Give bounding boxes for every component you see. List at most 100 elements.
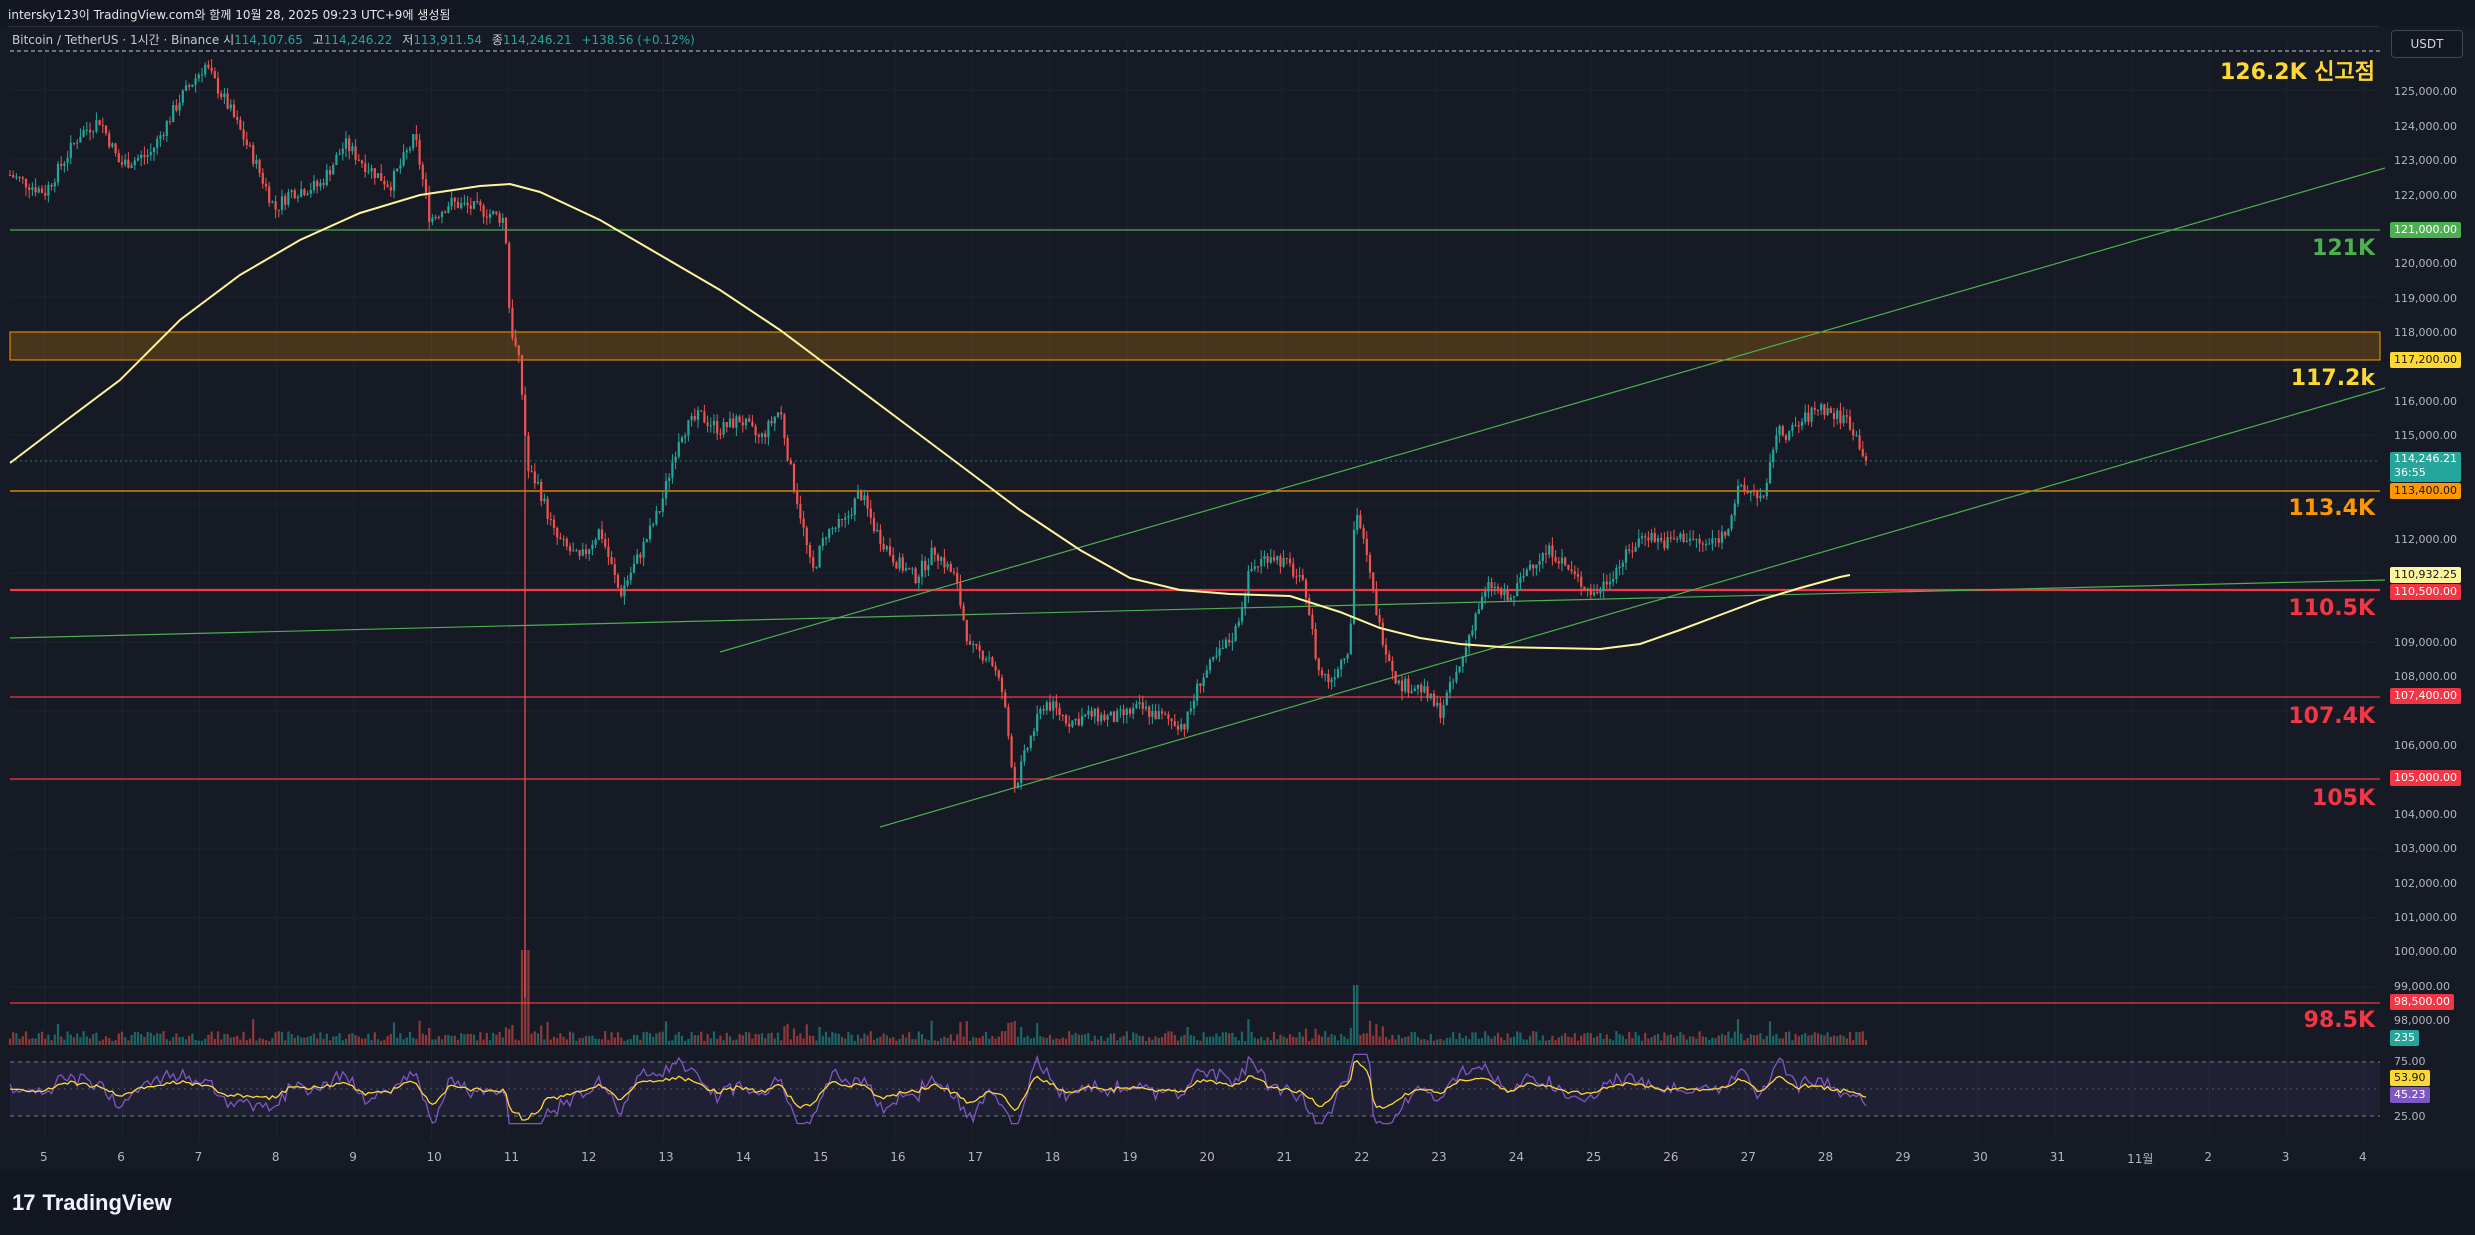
volume-bar bbox=[498, 1031, 501, 1045]
volume-bar bbox=[492, 1032, 495, 1045]
volume-bar bbox=[1788, 1031, 1791, 1045]
time-tick: 2 bbox=[2204, 1150, 2213, 1164]
volume-bar bbox=[712, 1031, 716, 1045]
candle-body bbox=[18, 176, 21, 178]
candle-body bbox=[53, 182, 56, 187]
candle-body bbox=[482, 205, 485, 217]
time-tick: 10 bbox=[426, 1150, 442, 1164]
volume-bar bbox=[892, 1037, 895, 1045]
volume-bar bbox=[968, 1040, 972, 1045]
candle-body bbox=[1464, 647, 1468, 657]
volume-bar bbox=[1007, 1022, 1010, 1045]
volume-bar bbox=[95, 1032, 98, 1045]
candle-body bbox=[1068, 723, 1071, 727]
volume-bar bbox=[911, 1039, 914, 1045]
candle-body bbox=[40, 188, 44, 193]
volume-bar bbox=[309, 1035, 312, 1045]
candle-body bbox=[1672, 538, 1676, 540]
volume-bar bbox=[1768, 1021, 1772, 1045]
volume-bar bbox=[328, 1040, 332, 1045]
volume-bar bbox=[927, 1039, 930, 1045]
candle-body bbox=[1557, 561, 1560, 564]
currency-button[interactable]: USDT bbox=[2391, 30, 2463, 58]
volume-bar bbox=[626, 1039, 629, 1045]
candle-body bbox=[479, 201, 482, 206]
candle-body bbox=[1500, 588, 1503, 596]
candle-body bbox=[1240, 607, 1244, 622]
rsi-line bbox=[9, 1053, 1867, 1125]
volume-bar bbox=[924, 1039, 927, 1045]
candle-body bbox=[1455, 671, 1458, 682]
volume-bar bbox=[1308, 1040, 1311, 1045]
candle-body bbox=[1138, 702, 1141, 705]
tv-logo-icon: 17 bbox=[12, 1190, 36, 1215]
symbol-legend[interactable]: Bitcoin / TetherUS · 1시간 · Binance 시114,… bbox=[12, 31, 695, 48]
time-tick: 5 bbox=[40, 1150, 48, 1164]
last-price-badge: 114,246.21 36:55 bbox=[2390, 452, 2461, 482]
volume-bar bbox=[1301, 1036, 1304, 1045]
candle-body bbox=[24, 178, 28, 188]
candle-body bbox=[821, 538, 824, 547]
volume-bar bbox=[751, 1038, 754, 1045]
candle-body bbox=[188, 85, 191, 87]
candle-body bbox=[908, 568, 911, 570]
candle-body bbox=[978, 645, 981, 651]
volume-bar bbox=[844, 1038, 847, 1045]
volume-bar bbox=[728, 1036, 732, 1045]
volume-bar bbox=[1407, 1036, 1410, 1045]
volume-bar bbox=[108, 1038, 111, 1045]
volume-bar bbox=[1602, 1038, 1605, 1045]
volume-bar bbox=[517, 1040, 520, 1045]
chart-pane[interactable] bbox=[8, 26, 2378, 1171]
candle-body bbox=[252, 145, 255, 164]
time-tick: 31 bbox=[2049, 1150, 2066, 1164]
volume-bar bbox=[1541, 1035, 1544, 1045]
volume-bar bbox=[908, 1032, 911, 1045]
candle-body bbox=[1589, 588, 1592, 595]
volume-bar bbox=[552, 1036, 556, 1045]
candle-body bbox=[520, 355, 524, 395]
volume-bar bbox=[124, 1037, 127, 1045]
tradingview-logo[interactable]: 17 TradingView bbox=[12, 1190, 172, 1216]
volume-bar bbox=[812, 1035, 815, 1045]
candle-body bbox=[607, 546, 610, 558]
volume-bar bbox=[613, 1037, 616, 1045]
candle-body bbox=[575, 550, 578, 552]
volume-bar bbox=[357, 1036, 360, 1045]
candle-body bbox=[696, 410, 700, 420]
candle-body bbox=[645, 539, 648, 542]
candle-body bbox=[1797, 425, 1800, 427]
volume-bar bbox=[1733, 1031, 1736, 1045]
volume-bar bbox=[1295, 1037, 1298, 1045]
candle-body bbox=[1269, 557, 1272, 563]
volume-bar bbox=[1346, 1038, 1349, 1045]
high-label: 고 bbox=[312, 33, 324, 47]
candle-body bbox=[1135, 704, 1138, 709]
volume-bar bbox=[850, 1034, 853, 1045]
candle-body bbox=[1295, 576, 1298, 578]
candle-body bbox=[1624, 549, 1628, 563]
candle-body bbox=[431, 218, 434, 222]
candle-body bbox=[373, 168, 376, 179]
volume-bar bbox=[930, 1020, 933, 1045]
low-value: 113,911.54 bbox=[413, 33, 483, 47]
volume-bar bbox=[904, 1037, 908, 1045]
candle-body bbox=[226, 93, 229, 109]
low-label: 저 bbox=[402, 33, 414, 47]
volume-bar bbox=[520, 950, 524, 1045]
candle-body bbox=[805, 527, 808, 546]
candle-body bbox=[15, 176, 18, 178]
volume-bar bbox=[415, 1038, 418, 1045]
candle-body bbox=[524, 394, 527, 436]
candle-body bbox=[1208, 659, 1212, 671]
volume-bar bbox=[853, 1040, 856, 1045]
volume-bar bbox=[175, 1033, 178, 1045]
candle-body bbox=[1362, 528, 1365, 539]
candle-body bbox=[284, 196, 287, 205]
candle-body bbox=[1224, 639, 1228, 648]
volume-bar bbox=[610, 1032, 613, 1045]
volume-bar bbox=[1336, 1040, 1340, 1045]
candle-body bbox=[879, 529, 882, 544]
badge-117k: 117,200.00 bbox=[2390, 352, 2461, 368]
